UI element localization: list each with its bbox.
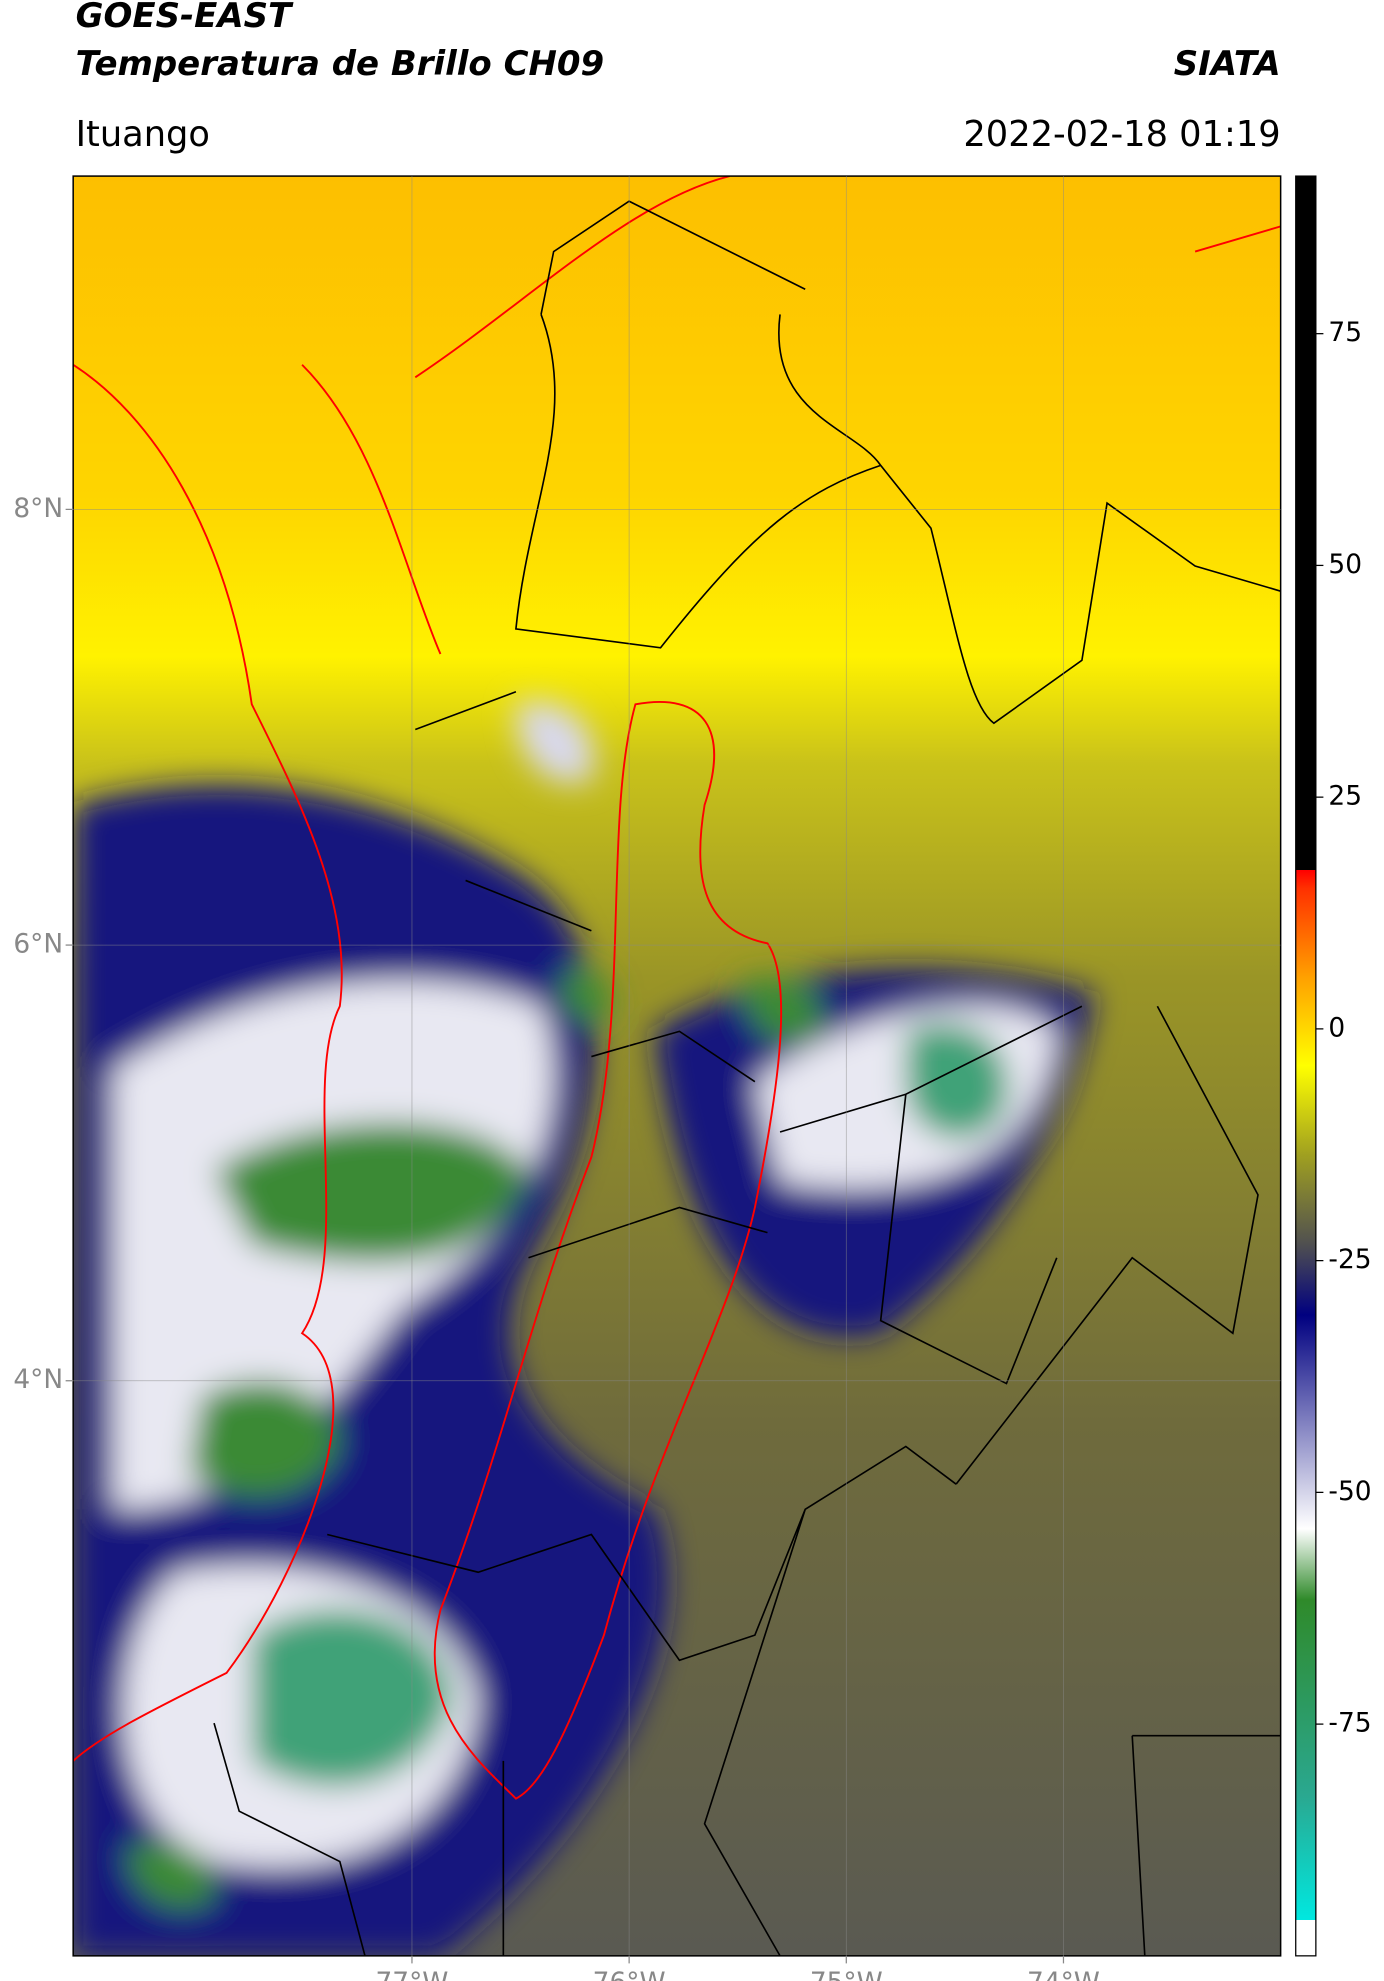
- title: GOES-EAST: [76, 0, 294, 36]
- source: SIATA: [1174, 44, 1281, 84]
- colorbar-label: -25: [1328, 1244, 1371, 1275]
- title: Temperatura de Brillo CH09: [76, 44, 604, 84]
- y-tick-label: 6°N: [13, 929, 63, 960]
- location: Ituango: [76, 114, 210, 155]
- colorbar-label: -50: [1328, 1476, 1371, 1507]
- colorbar-label: -75: [1328, 1708, 1371, 1739]
- colorbar: [1295, 175, 1317, 1957]
- x-tick-label: 77°W: [375, 1967, 448, 1981]
- x-tick-label: 75°W: [810, 1967, 883, 1981]
- colorbar-label: 50: [1328, 549, 1362, 580]
- colorbar-label: 25: [1328, 781, 1362, 812]
- y-tick-label: 4°N: [13, 1364, 63, 1395]
- map-image: [73, 176, 1281, 1956]
- datetime: 2022-02-18 01:19: [963, 114, 1280, 155]
- colorbar-label: 0: [1328, 1012, 1345, 1043]
- y-tick-label: 8°N: [13, 493, 63, 524]
- map-frame: [72, 175, 1282, 1957]
- x-tick-label: 76°W: [593, 1967, 666, 1981]
- colorbar-label: 75: [1328, 317, 1362, 348]
- x-tick-label: 74°W: [1027, 1967, 1100, 1981]
